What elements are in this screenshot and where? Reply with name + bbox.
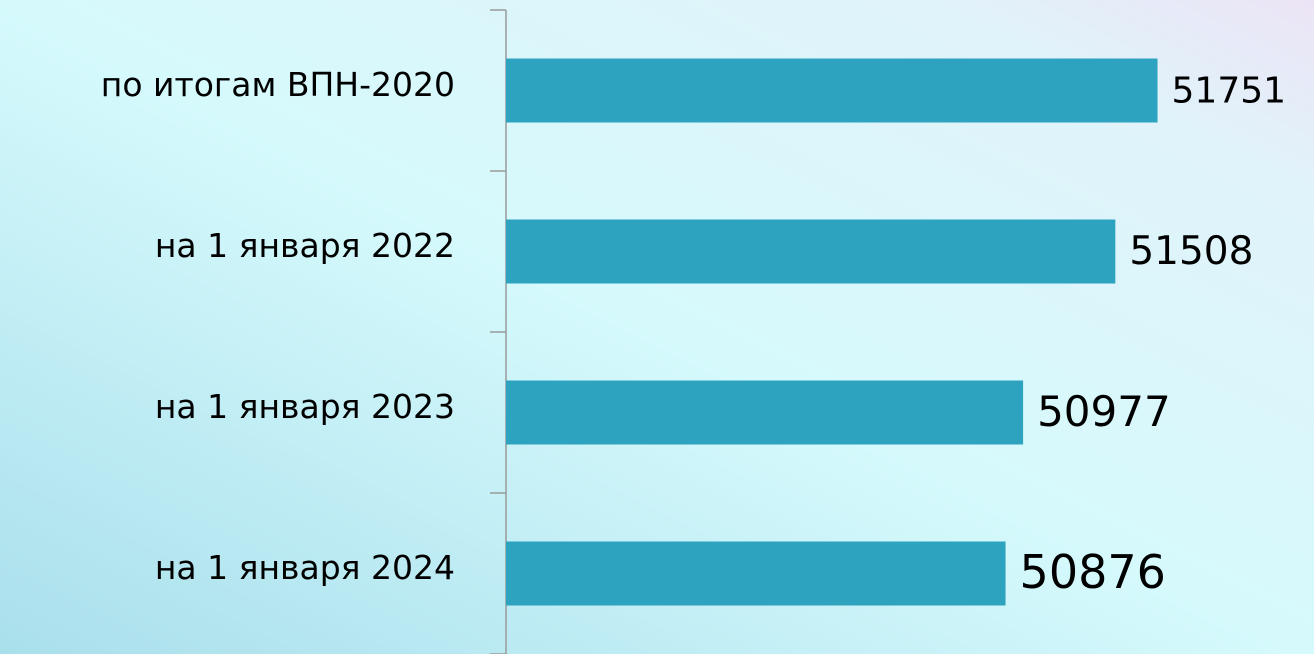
value-label: 51751 <box>1172 71 1287 112</box>
category-label: на 1 января 2022 <box>155 226 455 265</box>
bar <box>506 380 1024 445</box>
value-label: 50977 <box>1037 387 1171 436</box>
value-label: 51508 <box>1129 229 1253 274</box>
category-label: на 1 января 2024 <box>155 548 455 587</box>
bar <box>506 219 1116 284</box>
category-label: на 1 января 2023 <box>155 387 455 426</box>
value-label: 50876 <box>1020 545 1166 599</box>
bar <box>506 58 1158 123</box>
category-label: по итогам ВПН-2020 <box>101 65 455 104</box>
bar <box>506 541 1006 606</box>
